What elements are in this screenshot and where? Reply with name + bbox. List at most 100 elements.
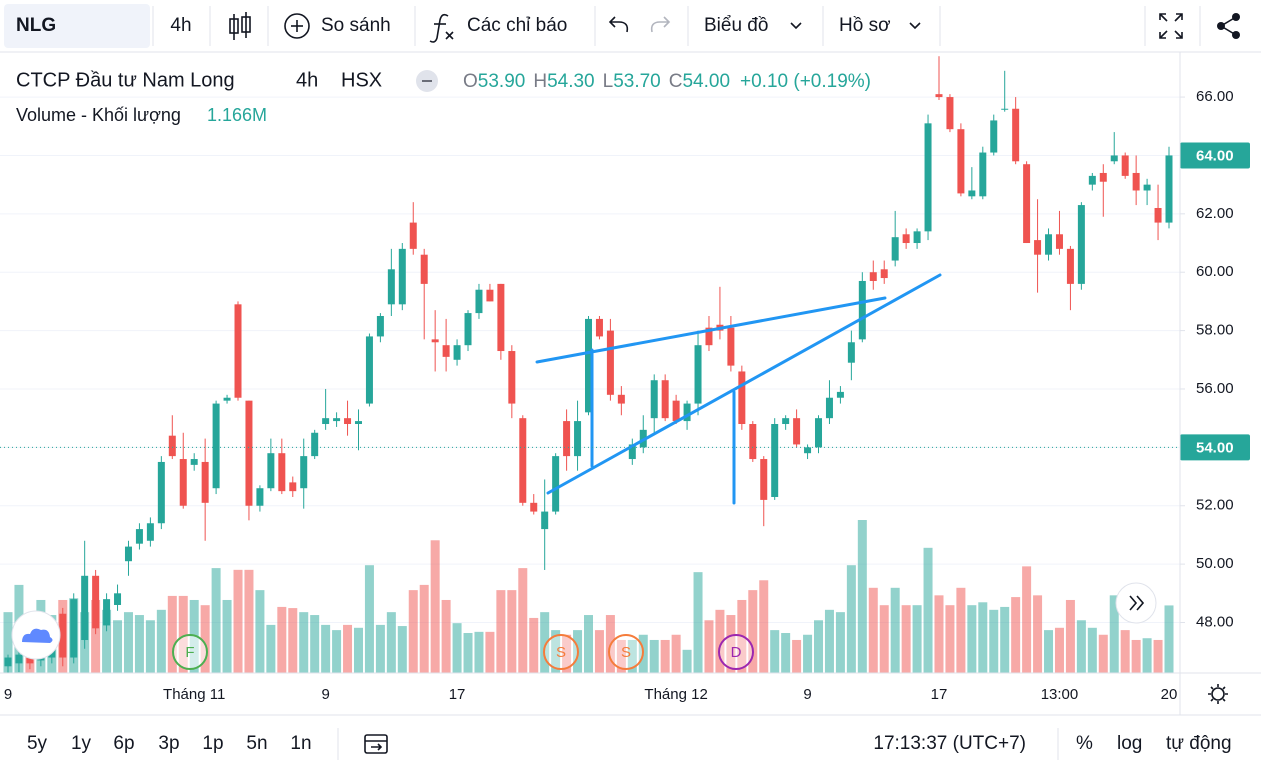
ohlc-key: C bbox=[669, 71, 683, 92]
candle-body bbox=[585, 318, 592, 413]
compare-icon[interactable] bbox=[284, 13, 310, 39]
volume-bar bbox=[1044, 630, 1054, 673]
logo-button[interactable] bbox=[11, 610, 61, 660]
range-button[interactable]: 6p bbox=[113, 733, 134, 754]
candle-body bbox=[354, 421, 362, 425]
candle-body bbox=[278, 453, 286, 492]
range-button[interactable]: 5n bbox=[246, 733, 267, 754]
volume-bar bbox=[649, 639, 659, 673]
indicators-button[interactable]: Các chỉ báo bbox=[467, 15, 567, 36]
auto-button[interactable]: tự động bbox=[1166, 733, 1232, 754]
candle-body bbox=[760, 459, 768, 500]
candle-body bbox=[1121, 155, 1129, 176]
clock[interactable]: 17:13:37 (UTC+7) bbox=[873, 733, 1026, 754]
candle-body bbox=[1066, 248, 1074, 284]
candle-body bbox=[738, 371, 746, 425]
trend-line[interactable] bbox=[535, 296, 887, 364]
symbol[interactable]: NLG bbox=[16, 15, 56, 36]
candle-body bbox=[256, 488, 264, 506]
undo-icon[interactable] bbox=[608, 16, 629, 33]
indicators-icon[interactable] bbox=[429, 13, 454, 43]
candle-body bbox=[530, 502, 538, 512]
chart-style-icon[interactable] bbox=[229, 12, 251, 40]
profile-button[interactable]: Hồ sơ bbox=[839, 15, 891, 36]
percent-button[interactable]: % bbox=[1076, 733, 1093, 754]
range-button[interactable]: 1y bbox=[71, 733, 92, 754]
candle-body bbox=[672, 400, 680, 422]
volume-bar bbox=[397, 626, 407, 673]
candle-body bbox=[617, 394, 625, 404]
symbol-box[interactable] bbox=[4, 4, 150, 48]
candle-body bbox=[420, 254, 428, 284]
fullscreen-icon[interactable] bbox=[1159, 13, 1183, 39]
volume-bar bbox=[781, 633, 791, 673]
y-tick-label: 66.00 bbox=[1196, 88, 1234, 105]
x-tick-label: 13:00 bbox=[1041, 686, 1079, 703]
volume-bar bbox=[321, 624, 331, 673]
candle-body bbox=[1088, 175, 1096, 185]
x-tick-label: 17 bbox=[449, 686, 466, 703]
candle-body bbox=[344, 418, 352, 425]
candle-body bbox=[990, 120, 998, 153]
settings-icon[interactable] bbox=[1208, 684, 1228, 704]
candle-body bbox=[431, 339, 439, 343]
chart-type-button[interactable]: Biểu đồ bbox=[704, 15, 768, 36]
ohlc-value: 53.70 bbox=[613, 71, 661, 92]
range-button[interactable]: 1n bbox=[290, 733, 311, 754]
candle-body bbox=[409, 222, 417, 249]
volume-bar bbox=[255, 590, 265, 673]
interval-button[interactable]: 4h bbox=[170, 15, 191, 36]
x-tick-label: 20 bbox=[1161, 686, 1178, 703]
compare-button[interactable]: So sánh bbox=[321, 15, 391, 36]
candle-body bbox=[968, 190, 976, 197]
candle-body bbox=[957, 129, 965, 194]
volume-bar bbox=[474, 631, 484, 673]
event-marker[interactable] bbox=[718, 634, 754, 670]
trend-line[interactable] bbox=[546, 273, 942, 495]
bottom-bar: 5y 1y 6p 3p 1p 5n 1n 17:13:37 (UTC+7) % log tự… bbox=[0, 714, 1261, 760]
volume-bar bbox=[233, 569, 243, 673]
candle-body bbox=[563, 421, 571, 457]
event-label: F bbox=[185, 644, 194, 661]
candle-body bbox=[628, 444, 636, 460]
x-tick-label: 9 bbox=[4, 686, 12, 703]
share-icon[interactable] bbox=[1217, 13, 1240, 39]
range-button[interactable]: 5y bbox=[27, 733, 48, 754]
goto-date-icon[interactable] bbox=[364, 734, 388, 754]
volume-bar bbox=[704, 620, 714, 673]
event-marker[interactable] bbox=[543, 634, 579, 670]
volume-bar bbox=[835, 612, 845, 673]
range-button[interactable]: 3p bbox=[158, 733, 179, 754]
candle-body bbox=[103, 599, 111, 626]
event-marker[interactable] bbox=[608, 634, 644, 670]
events: F S S D bbox=[172, 634, 754, 670]
volume-bar bbox=[814, 620, 824, 673]
candle-body bbox=[497, 283, 505, 352]
candle-body bbox=[727, 327, 735, 366]
candle-body bbox=[694, 345, 702, 404]
ohlc: O53.90 H54.30 L53.70 C54.00 +0.10 (+0.19%) bbox=[463, 71, 871, 92]
candle-body bbox=[749, 424, 757, 460]
range-button[interactable]: 1p bbox=[202, 733, 223, 754]
volume-bar bbox=[430, 540, 440, 673]
chevron[interactable] bbox=[909, 22, 921, 30]
volume-bar bbox=[266, 624, 276, 673]
volume-bar bbox=[551, 630, 561, 673]
candle-body bbox=[1132, 172, 1140, 191]
scroll-right-button[interactable] bbox=[1115, 582, 1157, 624]
volume-bar bbox=[682, 649, 692, 673]
volume-bar bbox=[277, 606, 287, 673]
candle-body bbox=[190, 459, 198, 465]
candle-body bbox=[59, 613, 67, 658]
event-marker[interactable] bbox=[172, 634, 208, 670]
range-buttons: 5y 1y 6p 3p 1p 5n 1n bbox=[27, 733, 312, 754]
volume-bar bbox=[310, 615, 320, 673]
chevron[interactable] bbox=[790, 22, 802, 30]
candle-body bbox=[398, 248, 406, 305]
volume-bar bbox=[200, 605, 210, 673]
log-button[interactable]: log bbox=[1117, 733, 1142, 754]
volume-bar bbox=[123, 612, 133, 673]
y-tick-label: 56.00 bbox=[1196, 380, 1234, 397]
candle-body bbox=[1045, 234, 1053, 255]
legend-interval: 4h bbox=[296, 69, 318, 91]
